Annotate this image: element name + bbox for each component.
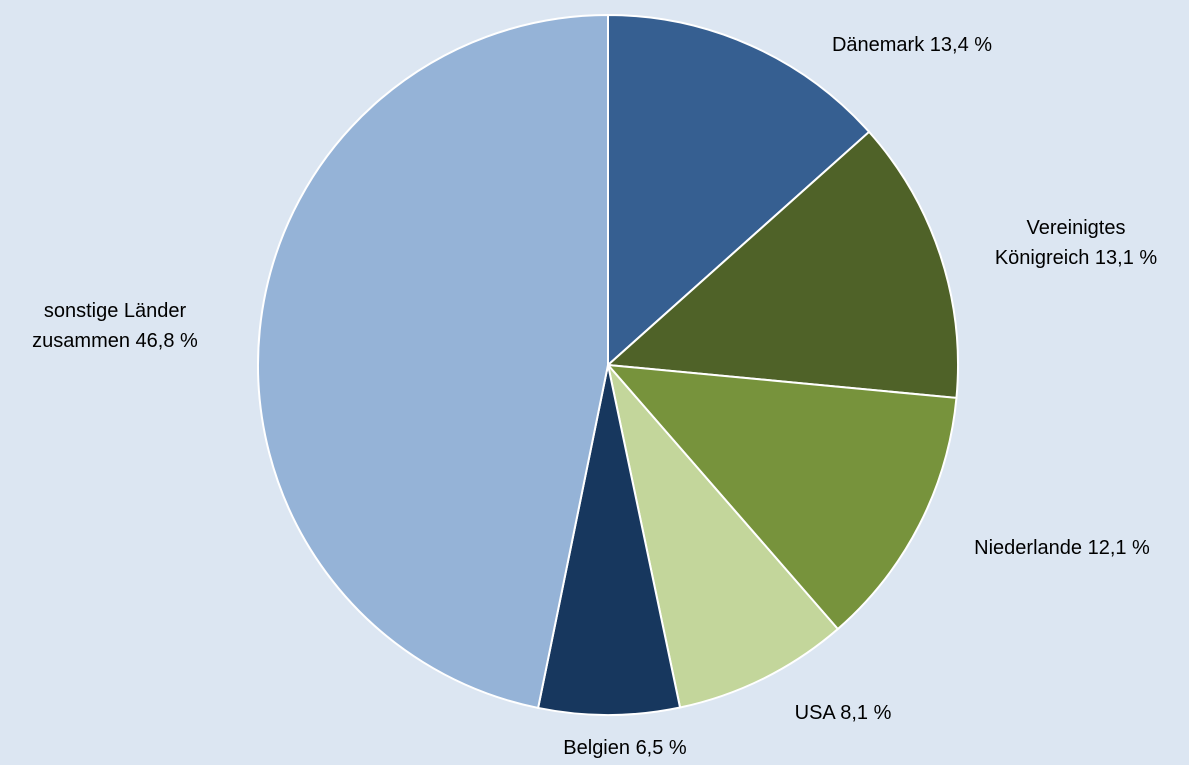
value-label: 6,5 % bbox=[635, 737, 687, 759]
category-label: Dänemark bbox=[831, 34, 925, 56]
pie-slice bbox=[605, 130, 959, 400]
slice-label: Belgien 6,5 % bbox=[515, 733, 735, 763]
slice-label: sonstige Länder zusammen 46,8 % bbox=[8, 296, 223, 356]
pie-slice bbox=[536, 364, 682, 716]
category-label: sonstige Länder zusammen bbox=[32, 300, 187, 352]
category-label: USA bbox=[794, 702, 835, 724]
slice-label: USA 8,1 % bbox=[743, 698, 943, 728]
value-label: 12,1 % bbox=[1087, 537, 1150, 559]
value-label: 13,4 % bbox=[929, 34, 993, 56]
value-label: 13,1 % bbox=[1094, 247, 1158, 269]
category-label: Niederlande bbox=[974, 537, 1083, 559]
slice-label: Dänemark 13,4 % bbox=[782, 30, 1042, 60]
category-label: Vereinigtes Königreich bbox=[994, 217, 1126, 269]
value-label: 46,8 % bbox=[135, 330, 198, 352]
pie-slice bbox=[605, 363, 958, 631]
pie-slice bbox=[607, 13, 871, 368]
pie-slice bbox=[257, 13, 609, 710]
category-label: Belgien bbox=[563, 737, 630, 759]
slice-label: Niederlande 12,1 % bbox=[932, 533, 1189, 563]
pie-slice bbox=[606, 361, 840, 709]
slice-label: Vereinigtes Königreich 13,1 % bbox=[981, 213, 1171, 273]
value-label: 8,1 % bbox=[840, 702, 892, 724]
